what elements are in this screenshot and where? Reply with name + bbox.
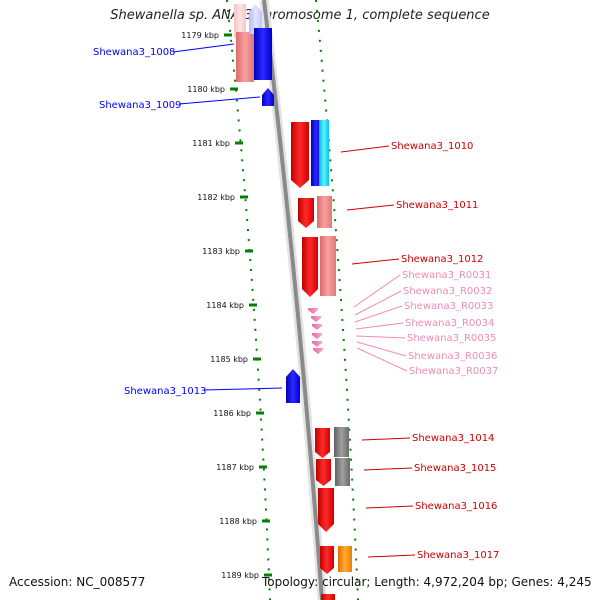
gene-label: Shewana3_1016 <box>415 501 497 512</box>
gene-leader-line <box>354 305 403 323</box>
tick-marks: 1179 kbp 1180 kbp 1181 kbp 1182 kbp 1183 kbp… <box>181 31 272 580</box>
gene-leader-line <box>203 387 283 391</box>
gene-leader-line <box>363 467 413 471</box>
gene-leader-line <box>340 145 390 153</box>
gene-block <box>254 28 272 80</box>
tick-label: 1185 kbp <box>210 355 248 364</box>
gene-block <box>334 427 349 457</box>
gene-label: Shewana3_1015 <box>414 463 496 474</box>
tick-label: 1189 kbp <box>221 571 259 580</box>
tick-label: 1180 kbp <box>187 85 225 94</box>
gene-label: Shewana3_R0034 <box>405 318 494 329</box>
gene-arrow-forward <box>291 122 309 188</box>
gene-arrow-reverse <box>249 4 262 34</box>
gene-label: Shewana3_R0037 <box>409 366 498 377</box>
gene-block <box>319 120 329 186</box>
gene-arrow-forward <box>311 316 321 322</box>
gene-leader-line <box>355 322 404 330</box>
gene-arrow-reverse <box>262 88 274 106</box>
gene-block <box>317 196 332 228</box>
tick-label: 1183 kbp <box>202 247 240 256</box>
gene-block <box>234 4 246 38</box>
gene-block <box>320 236 336 296</box>
gene-label: Shewana3_R0031 <box>402 270 491 281</box>
gene-leader-line <box>361 437 411 441</box>
gene-label: Shewana3_1012 <box>401 254 483 265</box>
gene-arrow-forward <box>312 324 322 330</box>
guide-curve-left <box>226 0 271 600</box>
gene-label: Shewana3_1011 <box>396 200 478 211</box>
map-title: Shewanella sp. ANA-3 chromosome 1, compl… <box>110 8 490 23</box>
gene-block <box>335 458 350 486</box>
gene-leader-line <box>351 258 400 265</box>
gene-arrow-forward <box>302 237 318 297</box>
tick-label: 1188 kbp <box>219 517 257 526</box>
topology-text: Topology: circular; Length: 4,972,204 bp… <box>262 575 592 589</box>
gene-label: Shewana3_1008 <box>93 47 175 58</box>
gene-leader-line <box>355 335 406 339</box>
gene-arrow-reverse <box>286 369 300 403</box>
gene-leader-line <box>356 341 407 357</box>
gene-arrow-forward <box>298 198 314 228</box>
gene-leader-line <box>367 554 416 558</box>
gene-block <box>311 120 321 186</box>
gene-leader-line <box>353 274 401 308</box>
gene-label: Shewana3_R0036 <box>408 351 497 362</box>
gene-label: Shewana3_1010 <box>391 141 473 152</box>
gene-label: Shewana3_R0032 <box>403 286 492 297</box>
guide-curve-right <box>315 0 359 600</box>
tick-label: 1184 kbp <box>206 301 244 310</box>
gene-block <box>321 594 335 600</box>
tick-label: 1179 kbp <box>181 31 219 40</box>
gene-label: Shewana3_1009 <box>99 100 181 111</box>
gene-leader-line <box>346 204 395 211</box>
gene-label: Shewana3_1013 <box>124 386 206 397</box>
gene-arrow-forward <box>316 459 331 486</box>
gene-arrow-forward <box>308 308 318 314</box>
gene-block <box>338 546 352 572</box>
gene-features <box>234 4 352 600</box>
gene-label: Shewana3_1014 <box>412 433 494 444</box>
gene-arrow-forward <box>312 341 322 347</box>
gene-leader-line <box>172 43 235 53</box>
gene-block <box>236 32 254 82</box>
tick-label: 1182 kbp <box>197 193 235 202</box>
gene-arrow-forward <box>315 428 330 458</box>
tick-label: 1181 kbp <box>192 139 230 148</box>
gene-arrow-forward <box>312 333 322 339</box>
tick-label: 1187 kbp <box>216 463 254 472</box>
backbone <box>262 0 324 600</box>
gene-label: Shewana3_R0035 <box>407 333 496 344</box>
gene-leader-line <box>178 96 261 105</box>
gene-label: Shewana3_1017 <box>417 550 499 561</box>
tick-label: 1186 kbp <box>213 409 251 418</box>
gene-leader-line <box>365 505 414 509</box>
gene-labels: Shewana3_1008 Shewana3_1009 Shewana3_1010 S… <box>93 43 499 561</box>
gene-arrow-forward <box>313 348 323 354</box>
gene-label: Shewana3_R0033 <box>404 301 493 312</box>
gene-arrow-forward <box>320 546 334 574</box>
gene-leader-line <box>354 290 402 316</box>
accession-text: Accession: NC_008577 <box>9 575 146 589</box>
gene-arrow-forward <box>318 488 334 532</box>
gene-leader-line <box>356 347 408 372</box>
